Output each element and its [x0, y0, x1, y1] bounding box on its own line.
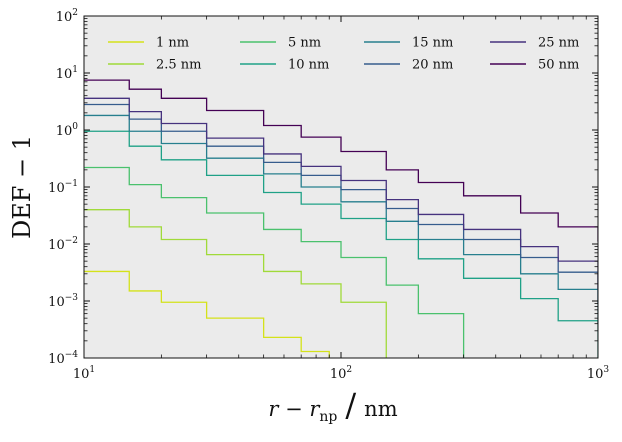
y-axis-label: DEF − 1: [8, 135, 36, 239]
legend-label: 50 nm: [538, 58, 579, 73]
y-tick-label: 101: [56, 65, 78, 82]
series-line-5-nm: [84, 166, 465, 358]
series-line-25-nm: [84, 97, 598, 290]
legend-label: 25 nm: [538, 36, 579, 51]
y-tick-label: 10−4: [48, 350, 78, 367]
legend-label: 5 nm: [288, 36, 321, 51]
x-tick-label: 103: [587, 365, 610, 382]
y-tick-label: 10−1: [48, 179, 78, 196]
y-tick-label: 100: [56, 122, 79, 139]
legend-label: 10 nm: [288, 58, 329, 73]
legend-label: 1 nm: [156, 36, 189, 51]
y-tick-label: 10−2: [48, 236, 78, 253]
legend: 1 nm 2.5 nm 5 nm 10 nm 15 nm 20 nm 25 nm 50 nm: [108, 36, 579, 73]
series-line-50-nm: [84, 79, 598, 242]
series-line-15-nm: [84, 114, 598, 324]
legend-label: 15 nm: [412, 36, 453, 51]
series-line-20-nm: [84, 103, 598, 304]
x-tick-label: 102: [330, 365, 352, 382]
x-tick-label: 101: [73, 365, 95, 382]
series-line-1-nm: [84, 270, 330, 358]
series-line-2-5-nm: [84, 209, 387, 358]
series-layer: [84, 79, 598, 358]
series-line-10-nm: [84, 130, 598, 358]
y-tick-label: 10−3: [48, 293, 78, 310]
x-axis-label: r − rnp / nm: [268, 386, 397, 425]
ticks-layer: 101 102 103 102 101 100 10−1 10−2 10−3 10−4: [48, 8, 609, 382]
y-tick-label: 102: [56, 8, 78, 25]
legend-label: 2.5 nm: [156, 58, 202, 73]
legend-label: 20 nm: [412, 58, 453, 73]
